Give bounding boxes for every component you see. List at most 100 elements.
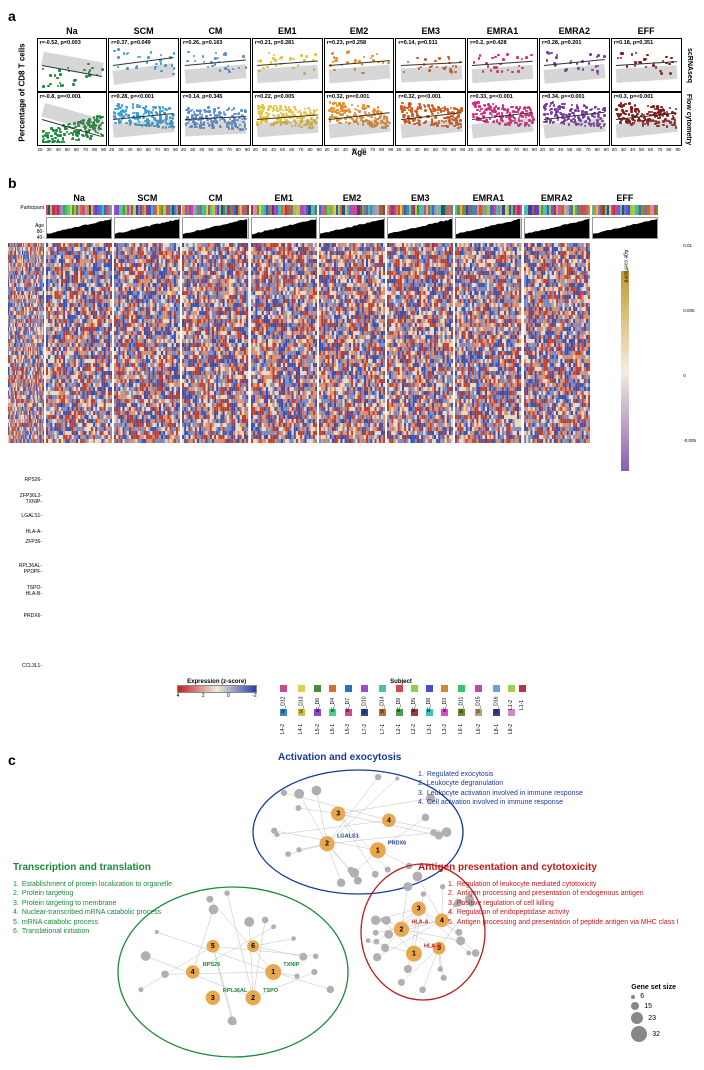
ann-age-6	[455, 217, 521, 239]
heatmap-4	[251, 243, 317, 443]
scatter-0-5: r=0.14, p=0.511	[395, 38, 466, 92]
corr-text: r=0.32, p=<0.001	[398, 94, 441, 100]
subject-L3-2: L3-2	[438, 709, 452, 732]
panel-c-label: c	[8, 752, 16, 768]
col-header-EFF: EFF	[610, 26, 682, 38]
corr-text: r=0.37, p=0.049	[111, 40, 150, 46]
panel-c: c 123456TXNIPTSPORPL36ALRPS261234PRDX6LG…	[8, 752, 696, 1062]
subject-L3-1: L3-1	[422, 709, 436, 732]
scatter-0-4: r=0.23, p=0.258	[324, 38, 395, 92]
ann-age-2	[182, 217, 248, 239]
expression-colorbar	[177, 685, 257, 693]
col-header-EMRA1: EMRA1	[467, 26, 539, 38]
subject-sc_D15: sc_D15	[470, 685, 487, 708]
hm-col-SCM: SCM	[114, 193, 180, 203]
corr-text: r=0.28, p=<0.001	[111, 94, 154, 100]
hm-col-EMRA2: EMRA2	[524, 193, 590, 203]
scatter-1-8: r=0.3, p=<0.0012030405060708090	[611, 92, 682, 146]
subject-L1-2: L1-2	[506, 685, 516, 708]
corr-text: r=0.28, p=0.201	[542, 40, 581, 46]
scatter-1-4: r=0.32, p=<0.0012030405060708090	[324, 92, 395, 146]
subject-sc_D16: sc_D16	[488, 685, 505, 708]
scatter-1-6: r=0.33, p=<0.0012030405060708090	[467, 92, 538, 146]
scatter-1-0: r=-0.8, p=<0.0012030405060708090	[37, 92, 108, 146]
scatter-0-0: r=-0.52, p=0.003	[37, 38, 108, 92]
subject-L5-1: L5-1	[326, 709, 340, 732]
scatter-1-5: r=0.32, p=<0.0012030405060708090	[395, 92, 466, 146]
corr-text: r=0.14, p=0.511	[398, 40, 437, 46]
cluster-title-2: Antigen presentation and cytotoxicity	[418, 862, 597, 873]
heatmap-3	[182, 243, 248, 443]
scatter-1-7: r=0.34, p=<0.0012030405060708090	[539, 92, 610, 146]
subject-sc_D11: sc_D11	[453, 685, 470, 708]
ann-participant-5	[387, 205, 453, 215]
subject-legend: Subject sc_D12sc_D13sc_D6sc_D4sc_D7sc_D1…	[275, 679, 528, 732]
cluster-title-0: Transcription and translation	[13, 862, 151, 873]
ann-participant-0	[46, 205, 112, 215]
scatter-0-3: r=0.21, p=0.281	[252, 38, 323, 92]
subject-sc_D14: sc_D14	[374, 685, 391, 708]
cluster-title-1: Activation and exocytosis	[278, 752, 401, 763]
heatmap-grid: NaSCMCMEM1EM2EM3EMRA1EMRA2EFFParticipant…	[8, 193, 696, 673]
cluster-list-1: 1.Regulated exocytosis2.Leukocyte degran…	[418, 770, 583, 808]
corr-text: r=0.22, p=0.005	[255, 94, 294, 100]
subject-sc_D9: sc_D9	[392, 685, 406, 708]
heatmap-5	[319, 243, 385, 443]
subject-sc_D4: sc_D4	[326, 685, 340, 708]
col-header-EM2: EM2	[323, 26, 395, 38]
hm-col-CM: CM	[182, 193, 248, 203]
corr-text: r=0.18, p=0.351	[614, 40, 653, 46]
panel-a: a NaSCMCMEM1EM2EM3EMRA1EMRA2EFFPercentag…	[8, 8, 696, 157]
subject-sc_D5: sc_D5	[407, 685, 421, 708]
corr-text: r=0.2, p=0.428	[470, 40, 506, 46]
panel-b-label: b	[8, 175, 17, 191]
subject-sc_D6: sc_D6	[311, 685, 325, 708]
cluster-list-2: 1.Regulation of leukocyte mediated cytot…	[448, 880, 679, 927]
ann-participant-1	[114, 205, 180, 215]
gene-row-labels: RPS26-ZFP36L2-TXNIP-LGALS1-HLA-A-ZFP36-R…	[8, 473, 44, 673]
corr-text: r=0.33, p=<0.001	[470, 94, 513, 100]
subject-sc_D12: sc_D12	[275, 685, 292, 708]
subject-L2-1: L2-1	[392, 709, 406, 732]
heatmap-6	[387, 243, 453, 443]
ann-participant-8	[592, 205, 658, 215]
scatter-1-1: r=0.28, p=<0.0012030405060708090	[108, 92, 179, 146]
subject-sc_D10: sc_D10	[356, 685, 373, 708]
panel-b-legends: Expression (z-score) 4 2 0 -2 Subject sc…	[8, 679, 696, 732]
expression-legend: Expression (z-score) 4 2 0 -2	[177, 679, 257, 699]
corr-text: r=0.32, p=<0.001	[327, 94, 370, 100]
ann-age-5	[387, 217, 453, 239]
subject-sc_D8: sc_D8	[422, 685, 436, 708]
subject-L8-2: L8-2	[506, 709, 516, 732]
subject-L5-3: L5-3	[341, 709, 355, 732]
panel-a-rowlab-0: scRNAseq	[686, 47, 693, 82]
ann-age-0	[46, 217, 112, 239]
ann-participant-6	[455, 205, 521, 215]
subject-L1-1: L1-1	[517, 685, 527, 708]
hm-col-EM1: EM1	[251, 193, 317, 203]
col-header-Na: Na	[36, 26, 108, 38]
corr-text: r=0.34, p=<0.001	[542, 94, 585, 100]
corr-text: r=-0.8, p=<0.001	[40, 94, 81, 100]
corr-text: r=0.21, p=0.281	[255, 40, 294, 46]
heatmap-8	[524, 243, 590, 443]
col-header-EM3: EM3	[395, 26, 467, 38]
hm-col-EM2: EM2	[319, 193, 385, 203]
scatter-1-3: r=0.22, p=0.0052030405060708090	[252, 92, 323, 146]
scatter-0-2: r=0.26, p=0.163	[180, 38, 251, 92]
panel-a-ylabel: Percentage of CD8 T cells	[18, 43, 27, 141]
scatter-1-2: r=0.14, p=0.3452030405060708090	[180, 92, 251, 146]
heatmap-0	[8, 243, 44, 443]
subject-L5-2: L5-2	[311, 709, 325, 732]
scatter-grid: NaSCMCMEM1EM2EM3EMRA1EMRA2EFFPercentage …	[8, 26, 696, 157]
ann-age-3	[251, 217, 317, 239]
col-header-SCM: SCM	[108, 26, 180, 38]
ann-participant-2	[182, 205, 248, 215]
corr-text: r=-0.52, p=0.003	[40, 40, 81, 46]
col-header-CM: CM	[180, 26, 252, 38]
scatter-0-7: r=0.28, p=0.201	[539, 38, 610, 92]
age-coef-legend: Age coefficient 0.010.0050-0.005	[592, 243, 658, 471]
ann-age-7	[524, 217, 590, 239]
panel-a-rowlab-1: Flow cytometry	[686, 93, 693, 144]
scatter-0-6: r=0.2, p=0.428	[467, 38, 538, 92]
